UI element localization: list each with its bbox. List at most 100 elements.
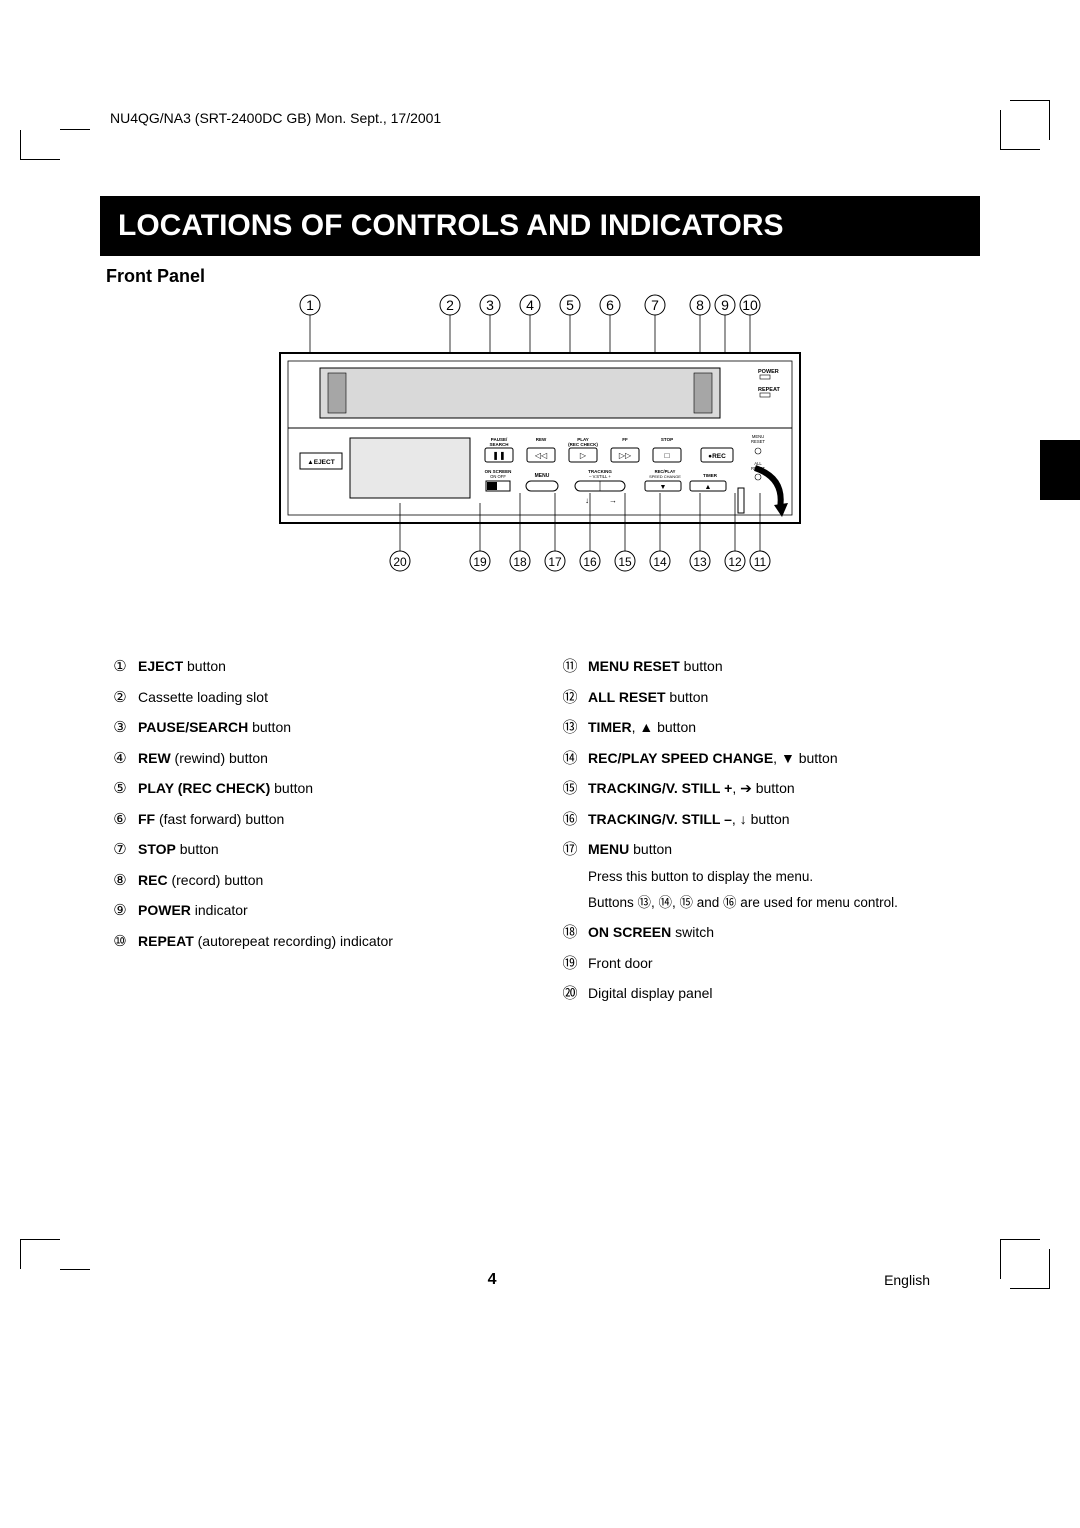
svg-text:●REC: ●REC: [708, 453, 726, 460]
legend-number: ⑩: [110, 928, 130, 957]
svg-text:▼: ▼: [660, 484, 667, 491]
legend-left-column: ① EJECT button ② Cassette loading slot ③ PAUS…: [110, 653, 520, 1011]
legend-number: ⑫: [560, 684, 580, 713]
menu-note: Press this button to display the menu.: [560, 867, 970, 887]
legend-number: ⑯: [560, 806, 580, 835]
legend-item: ⑯ TRACKING/V. STILL –, ↓ button: [560, 806, 970, 835]
legend-item: ⑤ PLAY (REC CHECK) button: [110, 775, 520, 804]
svg-text:▲: ▲: [705, 484, 712, 491]
svg-text:11: 11: [754, 555, 767, 569]
legend-text: STOP button: [138, 836, 219, 863]
svg-text:RESET: RESET: [751, 439, 765, 444]
legend-item: ⑳Digital display panel: [560, 980, 970, 1009]
section-title: LOCATIONS OF CONTROLS AND INDICATORS: [100, 196, 980, 256]
legend-number: ①: [110, 653, 130, 682]
legend-number: ⑰: [560, 836, 580, 865]
legend-number: ③: [110, 714, 130, 743]
language-label: English: [884, 1272, 930, 1288]
svg-text:FF: FF: [622, 437, 628, 442]
legend-text: TIMER, ▲ button: [588, 714, 696, 741]
legend-item: ④ REW (rewind) button: [110, 745, 520, 774]
legend-item: ⑨POWER indicator: [110, 897, 520, 926]
svg-text:5: 5: [566, 297, 574, 313]
crop-mark: [20, 1239, 60, 1269]
svg-text:TIMER: TIMER: [703, 473, 718, 478]
legend-item: ⑪MENU RESET button: [560, 653, 970, 682]
legend-item: ⑧REC (record) button: [110, 867, 520, 896]
legend-text: TRACKING/V. STILL +, ➔ button: [588, 775, 795, 802]
legend-number: ⑥: [110, 806, 130, 835]
svg-text:3: 3: [486, 297, 494, 313]
legend-text: TRACKING/V. STILL –, ↓ button: [588, 806, 790, 833]
legend-text: Digital display panel: [588, 980, 713, 1007]
legend-item: ⑬TIMER, ▲ button: [560, 714, 970, 743]
legend-number: ⑱: [560, 919, 580, 948]
svg-text:1: 1: [306, 297, 314, 313]
svg-text:4: 4: [526, 297, 534, 313]
svg-text:10: 10: [742, 297, 758, 313]
svg-text:9: 9: [721, 297, 729, 313]
legend-text: PLAY (REC CHECK) button: [138, 775, 313, 802]
page-side-tab: [1040, 440, 1080, 500]
legend-text: Cassette loading slot: [138, 684, 268, 711]
legend-text: ON SCREEN switch: [588, 919, 714, 946]
legend-number: ⑮: [560, 775, 580, 804]
svg-text:◁◁: ◁◁: [535, 451, 548, 460]
legend-item: ② Cassette loading slot: [110, 684, 520, 713]
legend-text: FF (fast forward) button: [138, 806, 284, 833]
legend-text: ALL RESET button: [588, 684, 708, 711]
svg-text:6: 6: [606, 297, 614, 313]
svg-text:– V.STILL +: – V.STILL +: [589, 474, 611, 479]
svg-text:7: 7: [651, 297, 659, 313]
crop-mark: [20, 130, 60, 160]
menu-note: Buttons ⑬, ⑭, ⑮ and ⑯ are used for menu …: [560, 893, 970, 913]
svg-text:▷: ▷: [580, 451, 587, 460]
legend-text: REPEAT (autorepeat recording) indicator: [138, 928, 393, 955]
svg-text:❚❚: ❚❚: [492, 451, 505, 460]
svg-text:SPEED CHANGE: SPEED CHANGE: [649, 474, 681, 479]
svg-text:▲EJECT: ▲EJECT: [307, 459, 334, 466]
legend-number: ⑧: [110, 867, 130, 896]
legend-number: ④: [110, 745, 130, 774]
legend-item: ① EJECT button: [110, 653, 520, 682]
crop-mark: [1000, 110, 1040, 150]
legend-item: ⑭REC/PLAY SPEED CHANGE, ▼ button: [560, 745, 970, 774]
legend-text: PAUSE/SEARCH button: [138, 714, 291, 741]
svg-text:18: 18: [513, 555, 527, 569]
legend-text: REW (rewind) button: [138, 745, 268, 772]
legend-item: ③ PAUSE/SEARCH button: [110, 714, 520, 743]
legend-item: ⑲ Front door: [560, 950, 970, 979]
legend-text: EJECT button: [138, 653, 226, 680]
legend-item: ⑫ ALL RESET button: [560, 684, 970, 713]
legend-text: MENU button: [588, 836, 672, 863]
legend-item: ⑩ REPEAT (autorepeat recording) indicator: [110, 928, 520, 957]
legend-item: ⑮ TRACKING/V. STILL +, ➔ button: [560, 775, 970, 804]
legend-number: ⑲: [560, 950, 580, 979]
svg-text:↓: ↓: [585, 496, 589, 505]
svg-text:8: 8: [696, 297, 704, 313]
svg-text:REW: REW: [536, 437, 547, 442]
legend-number: ②: [110, 684, 130, 713]
svg-text:13: 13: [693, 555, 707, 569]
svg-text:SEARCH: SEARCH: [489, 442, 508, 447]
legend-number: ⑨: [110, 897, 130, 926]
legend-item: ⑰ MENU button: [560, 836, 970, 865]
svg-text:17: 17: [548, 555, 562, 569]
document-meta: NU4QG/NA3 (SRT-2400DC GB) Mon. Sept., 17…: [100, 110, 980, 126]
legend-number: ⑤: [110, 775, 130, 804]
svg-text:14: 14: [653, 555, 667, 569]
svg-text:2: 2: [446, 297, 454, 313]
svg-text:→: →: [609, 496, 617, 505]
legend-text: Front door: [588, 950, 653, 977]
legend-item: ⑱ ON SCREEN switch: [560, 919, 970, 948]
legend-right-column: ⑪MENU RESET button⑫ ALL RESET button ⑬TIME…: [560, 653, 970, 1011]
crop-mark: [1000, 1239, 1040, 1279]
svg-text:20: 20: [393, 555, 407, 569]
svg-text:STOP: STOP: [661, 437, 673, 442]
vcr-diagram-svg: 12345678910▲EJECTPAUSE/SEARCH❚❚REW◁◁PLAY…: [260, 293, 820, 613]
legend-number: ⑪: [560, 653, 580, 682]
front-panel-diagram: 12345678910▲EJECTPAUSE/SEARCH❚❚REW◁◁PLAY…: [100, 293, 980, 613]
svg-text:12: 12: [728, 555, 742, 569]
legend-number: ⑭: [560, 745, 580, 774]
svg-text:15: 15: [618, 555, 632, 569]
